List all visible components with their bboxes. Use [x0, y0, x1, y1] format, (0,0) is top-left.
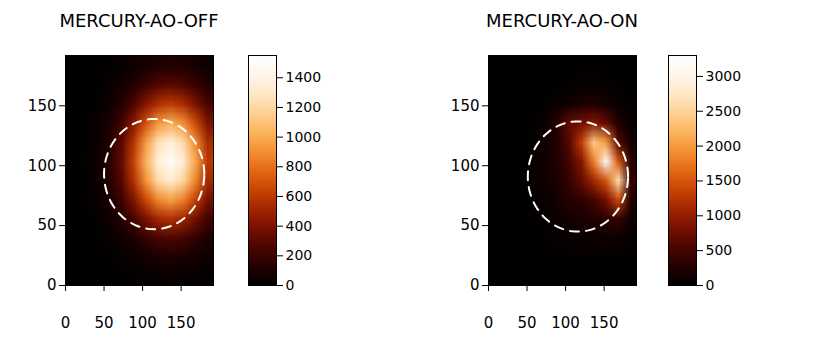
svg-text:800: 800 [286, 158, 313, 174]
svg-text:0: 0 [47, 276, 57, 294]
svg-text:0: 0 [286, 277, 295, 293]
svg-text:50: 50 [460, 216, 479, 234]
svg-text:3000: 3000 [706, 68, 742, 84]
svg-text:50: 50 [517, 314, 536, 332]
svg-text:100: 100 [551, 314, 580, 332]
svg-text:0: 0 [706, 277, 715, 293]
html-text:MERCURY-AO-ON: MERCURY-AO-ON [486, 10, 638, 31]
svg-text:1500: 1500 [706, 172, 742, 188]
svg-text:150: 150 [28, 97, 57, 115]
svg-text:0: 0 [470, 276, 480, 294]
svg-text:200: 200 [286, 247, 313, 263]
svg-text:50: 50 [94, 314, 113, 332]
svg-text:100: 100 [128, 314, 157, 332]
svg-text:0: 0 [484, 314, 494, 332]
svg-text:600: 600 [286, 188, 313, 204]
svg-text:0: 0 [61, 314, 71, 332]
svg-text:1000: 1000 [286, 129, 322, 145]
svg-text:100: 100 [28, 157, 57, 175]
html-text:MERCURY-AO-OFF: MERCURY-AO-OFF [59, 10, 219, 31]
svg-text:2500: 2500 [706, 103, 742, 119]
svg-text:150: 150 [167, 314, 196, 332]
svg-text:500: 500 [706, 242, 733, 258]
svg-text:1400: 1400 [286, 69, 322, 85]
svg-text:400: 400 [286, 218, 313, 234]
svg-text:2000: 2000 [706, 138, 742, 154]
svg-text:150: 150 [451, 97, 480, 115]
svg-text:1000: 1000 [706, 207, 742, 223]
svg-text:50: 50 [37, 216, 56, 234]
svg-text:100: 100 [451, 157, 480, 175]
svg-text:1200: 1200 [286, 99, 322, 115]
svg-text:150: 150 [590, 314, 619, 332]
